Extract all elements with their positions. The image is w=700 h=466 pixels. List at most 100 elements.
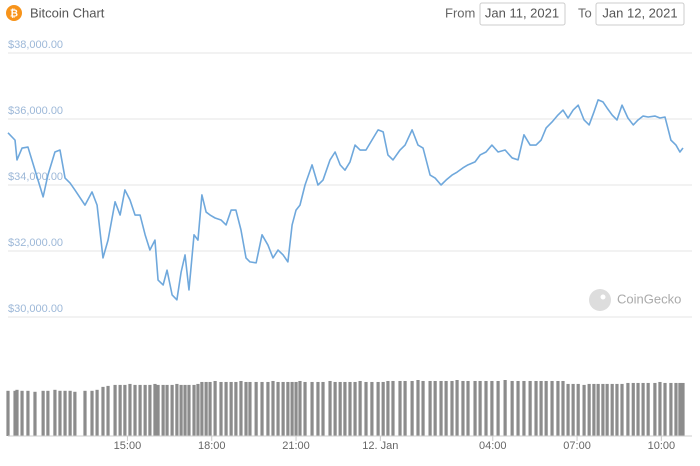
volume-bar — [229, 381, 233, 436]
volume-bar — [596, 383, 600, 436]
volume-bar — [496, 380, 500, 436]
volume-bar — [271, 380, 275, 436]
x-tick-label: 12. Jan — [362, 440, 398, 452]
volume-bar — [582, 384, 586, 436]
volume-bar — [455, 380, 459, 436]
volume-bar — [658, 381, 662, 436]
volume-bar — [321, 381, 325, 436]
volume-bar — [260, 381, 264, 436]
to-input[interactable] — [595, 2, 685, 26]
volume-bar — [490, 380, 494, 436]
volume-bar — [46, 390, 50, 436]
volume-bar — [410, 380, 414, 436]
volume-bar — [170, 384, 174, 436]
volume-bar — [106, 385, 110, 436]
volume-bar — [208, 381, 212, 436]
volume-bar — [439, 380, 443, 436]
volume-bar — [128, 383, 132, 436]
x-tick-label: 15:00 — [114, 440, 142, 452]
volume-bar — [466, 380, 470, 436]
volume-bar — [615, 383, 619, 436]
volume-bar — [592, 383, 596, 436]
volume-bar — [26, 390, 30, 436]
volume-bar — [539, 380, 543, 436]
volume-bar — [646, 382, 650, 436]
watermark-eye — [600, 294, 606, 300]
volume-bar — [248, 381, 252, 436]
x-tick-label: 10:00 — [648, 440, 676, 452]
volume-bar — [118, 384, 122, 436]
y-tick-label: $38,000.00 — [8, 39, 63, 51]
volume-bar — [204, 381, 208, 436]
volume-bar — [192, 384, 196, 436]
volume-bar — [219, 381, 223, 436]
volume-bar — [503, 380, 507, 436]
volume-bar — [187, 384, 191, 436]
volume-bar — [156, 384, 160, 436]
bitcoin-icon — [6, 5, 22, 21]
from-label: From — [445, 5, 475, 20]
volume-bar — [403, 380, 407, 436]
volume-bar — [421, 380, 425, 436]
volume-bar — [179, 384, 183, 436]
volume-bar — [566, 383, 570, 436]
volume-bar — [316, 381, 320, 436]
volume-bar — [33, 391, 37, 436]
volume-bar — [53, 389, 57, 436]
y-tick-label: $32,000.00 — [8, 237, 63, 249]
volume-bar — [68, 390, 72, 436]
volume-bar — [73, 391, 77, 436]
volume-bar — [138, 384, 142, 436]
volume-bar — [516, 380, 520, 436]
volume-bar — [13, 390, 17, 436]
watermark: CoinGecko — [617, 291, 681, 306]
volume-bar — [461, 380, 465, 436]
volume-bar — [571, 383, 575, 436]
to-date: Jan 12, 2021 — [602, 5, 677, 20]
volume-bar — [605, 383, 609, 436]
volume-bar — [353, 381, 357, 436]
volume-bar — [148, 384, 152, 436]
volume-bar — [681, 382, 685, 436]
volume-bar — [310, 381, 314, 436]
volume-bar — [444, 380, 448, 436]
volume-bar — [620, 383, 624, 436]
y-tick-label: $34,000.00 — [8, 171, 63, 183]
volume-bar — [601, 383, 605, 436]
volume-bar — [298, 380, 302, 436]
volume-bar — [200, 381, 204, 436]
volume-bar — [153, 383, 157, 436]
volume-bar — [101, 386, 105, 436]
volume-bar — [631, 382, 635, 436]
volume-bar — [213, 380, 217, 436]
volume-bar — [544, 380, 548, 436]
volume-bar — [58, 390, 62, 436]
volume-bar — [15, 389, 19, 436]
price-line — [7, 99, 684, 301]
volume-bar — [276, 381, 280, 436]
volume-bar — [663, 382, 667, 436]
volume-bar — [95, 389, 99, 436]
volume-bar — [133, 384, 137, 436]
volume-bar — [534, 380, 538, 436]
volume-bar — [376, 381, 380, 436]
chart-title: Bitcoin Chart — [30, 5, 105, 20]
volume-bar — [610, 383, 614, 436]
volume-bar — [196, 383, 200, 436]
from-input[interactable] — [479, 2, 566, 26]
volume-bar — [63, 390, 67, 436]
volume-bar — [254, 381, 258, 436]
bitcoin-symbol: ₿ — [10, 8, 18, 20]
volume-bar — [522, 380, 526, 436]
volume-bar — [358, 380, 362, 436]
volume-bar — [381, 381, 385, 436]
volume-bar — [290, 381, 294, 436]
y-tick-label: $36,000.00 — [8, 105, 63, 117]
volume-bar — [473, 380, 477, 436]
volume-bar — [398, 380, 402, 436]
x-tick-label: 21:00 — [282, 440, 310, 452]
volume-bar — [364, 381, 368, 436]
volume-bar — [328, 380, 332, 436]
volume-bar — [450, 380, 454, 436]
